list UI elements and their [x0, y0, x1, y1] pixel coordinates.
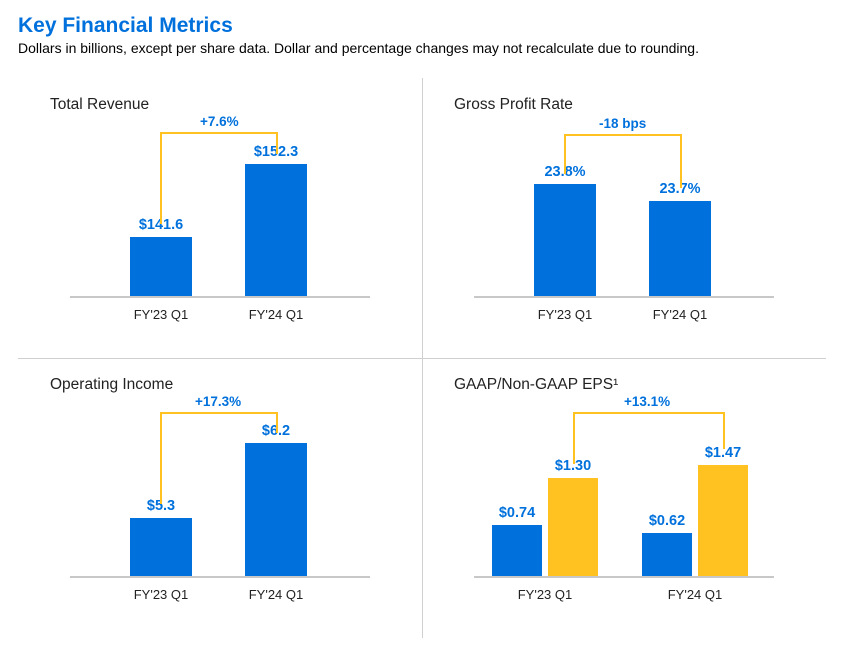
- delta-bracket-leg: [160, 132, 162, 224]
- chart-bar: [492, 525, 542, 576]
- page-subtitle: Dollars in billions, except per share da…: [18, 40, 826, 56]
- delta-bracket-leg: [723, 412, 725, 449]
- chart-grid: Total Revenue$141.6$152.3FY'23 Q1FY'24 Q…: [18, 78, 826, 638]
- delta-bracket-top: [573, 412, 725, 414]
- chart-bar: [245, 443, 307, 576]
- x-axis-label: FY'23 Q1: [121, 587, 201, 602]
- chart-bar: [130, 237, 192, 296]
- chart-area: 23.8%23.7%FY'23 Q1FY'24 Q1-18 bps: [474, 122, 774, 322]
- panel-gross-profit-rate: Gross Profit Rate23.8%23.7%FY'23 Q1FY'24…: [422, 78, 826, 358]
- panel-title: Operating Income: [50, 376, 390, 394]
- delta-label: +17.3%: [195, 394, 241, 409]
- delta-label: -18 bps: [599, 116, 646, 131]
- panel-title: Gross Profit Rate: [454, 96, 794, 114]
- chart-bar: [642, 533, 692, 576]
- delta-bracket-top: [564, 134, 682, 136]
- bar-value-label: $0.74: [477, 505, 557, 521]
- chart-bar: [130, 518, 192, 576]
- chart-area: $0.74$1.30$0.62$1.47FY'23 Q1FY'24 Q1+13.…: [474, 402, 774, 602]
- page-title: Key Financial Metrics: [18, 14, 826, 38]
- x-axis-label: FY'24 Q1: [236, 587, 316, 602]
- x-axis-label: FY'24 Q1: [640, 307, 720, 322]
- chart-bar: [245, 164, 307, 296]
- chart-baseline: [474, 576, 774, 578]
- chart-baseline: [70, 576, 370, 578]
- x-axis-label: FY'23 Q1: [121, 307, 201, 322]
- x-axis-label: FY'24 Q1: [655, 587, 735, 602]
- delta-bracket-leg: [680, 134, 682, 188]
- chart-baseline: [70, 296, 370, 298]
- delta-label: +13.1%: [624, 394, 670, 409]
- chart-baseline: [474, 296, 774, 298]
- chart-bar: [548, 478, 598, 576]
- delta-bracket-leg: [160, 412, 162, 504]
- panel-operating-income: Operating Income$5.3$6.2FY'23 Q1FY'24 Q1…: [18, 358, 422, 638]
- delta-bracket-top: [160, 132, 278, 134]
- x-axis-label: FY'23 Q1: [525, 307, 605, 322]
- chart-bar: [698, 465, 748, 576]
- chart-bar: [649, 201, 711, 296]
- delta-bracket-top: [160, 412, 278, 414]
- x-axis-label: FY'23 Q1: [505, 587, 585, 602]
- x-axis-label: FY'24 Q1: [236, 307, 316, 322]
- delta-label: +7.6%: [200, 114, 239, 129]
- panel-title: GAAP/Non-GAAP EPS¹: [454, 376, 794, 394]
- panel-gaap-eps: GAAP/Non-GAAP EPS¹$0.74$1.30$0.62$1.47FY…: [422, 358, 826, 638]
- panel-total-revenue: Total Revenue$141.6$152.3FY'23 Q1FY'24 Q…: [18, 78, 422, 358]
- chart-area: $141.6$152.3FY'23 Q1FY'24 Q1+7.6%: [70, 122, 370, 322]
- chart-bar: [534, 184, 596, 296]
- delta-bracket-leg: [564, 134, 566, 174]
- delta-bracket-leg: [276, 412, 278, 433]
- panel-title: Total Revenue: [50, 96, 390, 114]
- delta-bracket-leg: [573, 412, 575, 464]
- bar-value-label: $0.62: [627, 513, 707, 529]
- delta-bracket-leg: [276, 132, 278, 154]
- chart-area: $5.3$6.2FY'23 Q1FY'24 Q1+17.3%: [70, 402, 370, 602]
